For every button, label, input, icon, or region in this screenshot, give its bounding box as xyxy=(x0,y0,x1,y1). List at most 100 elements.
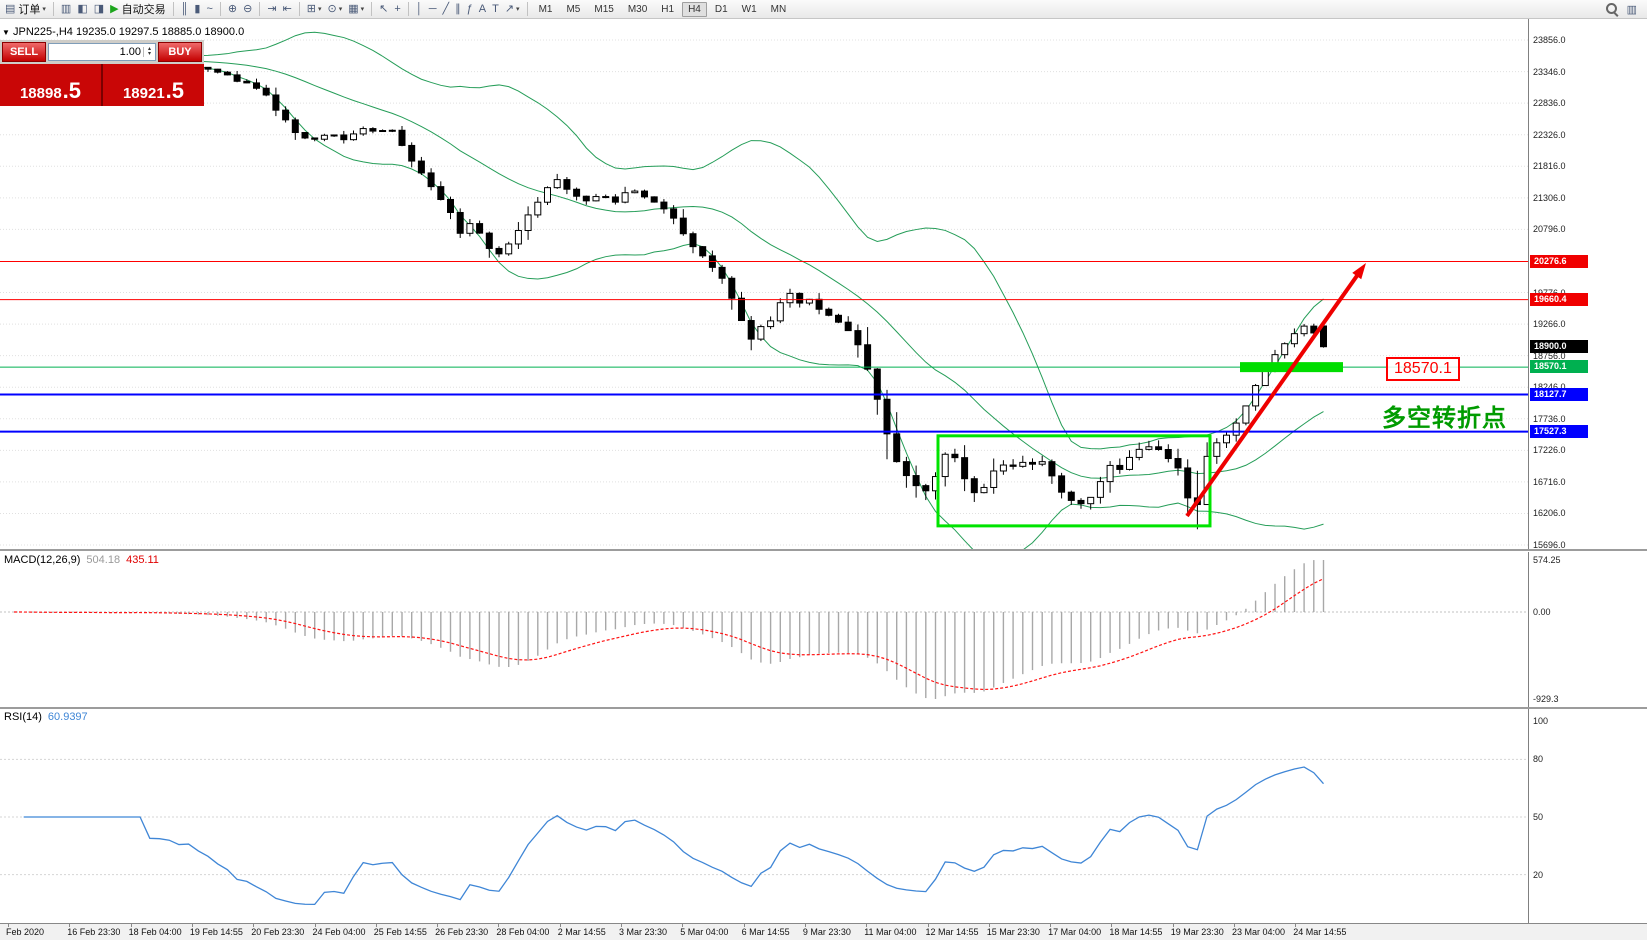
text-icon[interactable]: A xyxy=(476,1,489,17)
chart-shift-icon: ⇤ xyxy=(282,3,292,15)
macd-panel[interactable]: MACD(12,26,9) 504.18 435.11 xyxy=(0,552,1528,707)
new-order-button[interactable]: ▤ 订单 ▾ xyxy=(2,1,49,17)
toolbar-separator xyxy=(259,2,261,16)
stepper-down-icon[interactable]: ▾ xyxy=(147,51,151,57)
price-axis-label: 21306.0 xyxy=(1533,192,1566,203)
data-window-icon[interactable]: ◧ xyxy=(74,1,90,17)
panel-divider-2[interactable] xyxy=(0,707,1647,709)
cursor-icon[interactable]: ↖ xyxy=(376,1,391,17)
volume-value[interactable]: 1.00 xyxy=(119,46,141,58)
horizontal-line-icon[interactable]: ─ xyxy=(426,1,440,17)
buy-price-frac: .5 xyxy=(165,78,185,104)
bar-chart-icon[interactable]: ║ xyxy=(178,1,192,17)
time-label: 20 Feb 23:30 xyxy=(251,927,305,937)
time-label: 25 Feb 14:55 xyxy=(373,927,427,937)
trendline-icon[interactable]: ╱ xyxy=(440,1,453,17)
timeframe-d1[interactable]: D1 xyxy=(714,3,728,15)
indicators-icon[interactable]: ⊞ ▾ xyxy=(304,1,325,17)
main-chart[interactable]: ▼ JPN225-,H4 19235.0 19297.5 18885.0 189… xyxy=(0,19,1528,549)
time-tick xyxy=(69,924,71,927)
candlestick-chart-icon[interactable]: ▮ xyxy=(191,1,203,17)
price-axis-label: 16206.0 xyxy=(1533,508,1566,519)
timeframe-m30[interactable]: M30 xyxy=(627,3,648,15)
sell-price[interactable]: 18898.5 xyxy=(0,64,101,106)
macd-axis-label: 0.00 xyxy=(1533,607,1551,617)
toolbar: ▤ 订单 ▾ ▥ ◧ ◨ ▶ 自动交易 ║ ▮ ~ ⊕ ⊖ ⇥ ⇤ ⊞ ▾ ⊙ ▾ ▦ ▾ ↖ + │ ─ ╱ ∥ ƒ A T ↗ ▾ M1 M5… xyxy=(0,0,1647,19)
time-tick xyxy=(559,924,561,927)
stepper-up-icon[interactable]: ▴ xyxy=(147,46,151,52)
one-click-trading-panel: SELL 1.00 ▴ ▾ BUY 18898.5 18921.5 xyxy=(0,40,204,106)
timeframe-m1[interactable]: M1 xyxy=(538,3,553,15)
price-axis-label: 22326.0 xyxy=(1533,129,1566,140)
dropdown-arrow-icon[interactable]: ▾ xyxy=(360,6,365,13)
rsi-value: 60.9397 xyxy=(47,711,88,723)
support-blue-badge-1: 18127.7 xyxy=(1530,387,1588,401)
timeframe-mn[interactable]: MN xyxy=(770,3,787,15)
zoom-out-icon: ⊖ xyxy=(243,3,253,15)
rsi-axis-label: 20 xyxy=(1533,869,1544,880)
macd-axis-label: -929.3 xyxy=(1533,694,1559,704)
dropdown-arrow-icon[interactable]: ▾ xyxy=(42,6,46,13)
arrows-icon[interactable]: ↗ ▾ xyxy=(502,1,523,17)
dropdown-arrow-icon[interactable]: ▾ xyxy=(338,6,343,13)
rsi-panel[interactable]: RSI(14) 60.9397 xyxy=(0,709,1528,923)
periods-icon: ⊙ xyxy=(327,3,337,15)
new-order-button-label: 订单 xyxy=(18,4,41,16)
fibonacci-icon[interactable]: ƒ xyxy=(464,1,476,17)
price-axis-label: 19776.0 xyxy=(1533,288,1566,298)
buy-price-main: 18921 xyxy=(122,85,165,102)
resistance-badge-2: 19660.4 xyxy=(1530,292,1588,306)
zoom-out-icon[interactable]: ⊖ xyxy=(240,1,255,17)
toolbar-separator xyxy=(407,2,409,16)
price-axis-label: 18246.0 xyxy=(1533,382,1566,392)
candlestick-chart[interactable] xyxy=(0,19,1528,549)
fibonacci-icon: ƒ xyxy=(466,3,473,15)
autotrading-button[interactable]: ▶ 自动交易 xyxy=(107,1,168,17)
volume-stepper[interactable]: ▴ ▾ xyxy=(143,46,155,57)
channel-icon: ∥ xyxy=(455,3,461,15)
volume-input[interactable]: 1.00 ▴ ▾ xyxy=(48,43,156,61)
time-label: 26 Feb 23:30 xyxy=(435,927,489,937)
turning-point-label: 多空转折点 xyxy=(1382,405,1507,432)
sell-price-main: 18898 xyxy=(19,85,62,102)
periods-icon[interactable]: ⊙ ▾ xyxy=(325,1,346,17)
time-label: 24 Feb 04:00 xyxy=(312,927,366,937)
label-icon[interactable]: T xyxy=(489,1,502,17)
zoom-in-icon[interactable]: ⊕ xyxy=(225,1,240,17)
timeframe-h1[interactable]: H1 xyxy=(661,3,675,15)
time-tick xyxy=(191,924,193,927)
price-axis[interactable]: 23856.0 23346.0 22836.0 22326.0 21816.0 21306… xyxy=(1528,19,1647,550)
timeframe-w1[interactable]: W1 xyxy=(741,3,757,15)
trend-arrow-head xyxy=(1352,263,1366,280)
trend-arrow[interactable] xyxy=(1185,270,1362,518)
sell-button[interactable]: SELL xyxy=(2,42,46,62)
time-label: 19 Mar 23:30 xyxy=(1170,927,1224,937)
buy-button[interactable]: BUY xyxy=(158,42,202,62)
horizontal-line-icon: ─ xyxy=(428,3,437,15)
panel-divider-1[interactable] xyxy=(0,549,1647,551)
layout-icon[interactable]: ▥ xyxy=(1626,3,1637,16)
dropdown-arrow-icon[interactable]: ▾ xyxy=(318,6,322,13)
auto-scroll-icon[interactable]: ⇥ xyxy=(264,1,279,17)
market-watch-icon[interactable]: ▥ xyxy=(58,1,74,17)
channel-icon[interactable]: ∥ xyxy=(452,1,464,17)
templates-icon[interactable]: ▦ ▾ xyxy=(345,1,367,17)
price-axis-label: 17226.0 xyxy=(1533,445,1566,456)
dropdown-arrow-icon[interactable]: ▾ xyxy=(516,6,520,13)
timeframe-m15[interactable]: M15 xyxy=(594,3,614,15)
timeframe-h4[interactable]: H4 xyxy=(682,1,707,17)
line-chart-icon[interactable]: ~ xyxy=(203,1,215,17)
bar-chart-icon: ║ xyxy=(180,3,189,15)
chart-shift-icon[interactable]: ⇤ xyxy=(280,1,295,17)
trade-panel-collapse-icon[interactable]: ▼ xyxy=(2,28,10,37)
vertical-line-icon[interactable]: │ xyxy=(413,1,426,17)
toolbar-separator xyxy=(371,2,373,16)
crosshair-icon[interactable]: + xyxy=(391,1,403,17)
navigator-icon: ◨ xyxy=(93,3,105,15)
navigator-icon[interactable]: ◨ xyxy=(91,1,107,17)
time-axis[interactable]: Feb 2020 16 Feb 23:30 18 Feb 04:00 19 Feb 1… xyxy=(0,924,1647,940)
time-label: 17 Mar 04:00 xyxy=(1048,927,1102,937)
timeframe-m5[interactable]: M5 xyxy=(566,3,581,15)
search-icon[interactable] xyxy=(1605,2,1619,16)
buy-price[interactable]: 18921.5 xyxy=(103,64,204,106)
